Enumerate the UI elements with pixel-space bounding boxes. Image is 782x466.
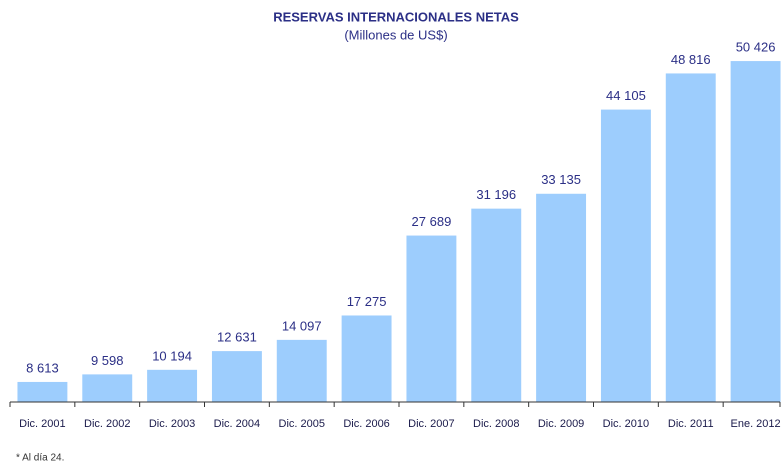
x-tick-label: Ene. 2012 xyxy=(731,418,781,430)
value-label: 12 631 xyxy=(217,330,257,345)
x-tick-label: Dic. 2005 xyxy=(279,418,325,430)
value-label: 48 816 xyxy=(671,52,711,67)
bar xyxy=(665,73,716,402)
chart-subtitle: (Millones de US$) xyxy=(344,27,447,42)
value-label: 10 194 xyxy=(152,348,192,363)
value-label: 8 613 xyxy=(26,360,59,375)
value-label: 9 598 xyxy=(91,353,124,368)
bar xyxy=(536,193,587,402)
bar xyxy=(730,61,781,403)
x-tick-label: Dic. 2010 xyxy=(603,418,649,430)
x-tick-label: Dic. 2003 xyxy=(149,418,195,430)
bar xyxy=(82,374,133,402)
value-label: 14 097 xyxy=(282,318,322,333)
x-tick-label: Dic. 2009 xyxy=(538,418,584,430)
bar xyxy=(211,351,262,402)
x-tick-label: Dic. 2002 xyxy=(84,418,130,430)
x-tick-label: Dic. 2007 xyxy=(408,418,454,430)
value-label: 17 275 xyxy=(347,294,387,309)
bar xyxy=(471,208,522,402)
x-tick-label: Dic. 2011 xyxy=(668,418,714,430)
bar xyxy=(17,381,68,402)
x-tick-label: Dic. 2004 xyxy=(214,418,260,430)
footnote: * Al día 24. xyxy=(16,453,64,464)
bar xyxy=(341,315,392,402)
value-label: 31 196 xyxy=(476,187,516,202)
x-tick-label: Dic. 2008 xyxy=(473,418,519,430)
bar xyxy=(600,109,651,402)
value-label: 27 689 xyxy=(412,214,452,229)
bar xyxy=(147,369,198,402)
bar xyxy=(406,235,457,402)
x-tick-label: Dic. 2001 xyxy=(19,418,65,430)
value-label: 44 105 xyxy=(606,88,646,103)
bar xyxy=(276,339,327,402)
value-label: 50 426 xyxy=(736,40,776,55)
chart-title: RESERVAS INTERNACIONALES NETAS xyxy=(273,9,519,24)
x-tick-label: Dic. 2006 xyxy=(343,418,389,430)
value-label: 33 135 xyxy=(541,172,581,187)
